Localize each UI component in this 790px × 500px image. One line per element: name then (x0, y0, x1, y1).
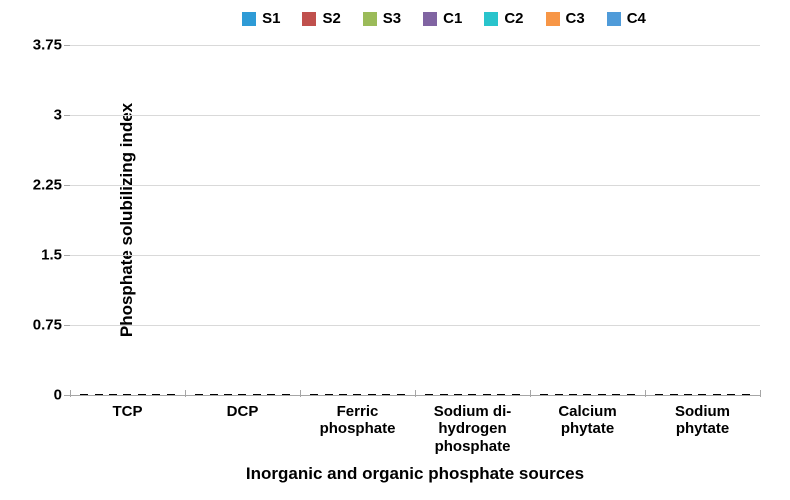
legend-item-s1: S1 (242, 10, 280, 27)
category-separator (530, 390, 531, 397)
grid-line (70, 325, 760, 326)
legend-swatch (363, 12, 377, 26)
bars-container (652, 45, 753, 395)
chart: S1S2S3C1C2C3C4 Phosphate solubilizing in… (0, 0, 790, 500)
legend-item-s2: S2 (302, 10, 340, 27)
legend: S1 S2 S3 C1 C2 C3 C4 (150, 10, 760, 27)
y-tick-label: 2.25 (33, 177, 70, 194)
legend-swatch (484, 12, 498, 26)
category-separator (415, 390, 416, 397)
legend-item-s3: S3 (363, 10, 401, 27)
legend-swatch (302, 12, 316, 26)
bar-groups: TCPDCPFerricphosphateSodium di-hydrogenp… (70, 45, 760, 395)
grid-line (70, 45, 760, 46)
y-tick-label: 0 (54, 387, 70, 404)
legend-item-c1: C1 (423, 10, 462, 27)
legend-label: S2 (322, 10, 340, 27)
bars-container (77, 45, 178, 395)
category-separator (760, 390, 761, 397)
x-axis-label: Inorganic and organic phosphate sources (70, 464, 760, 484)
category-separator (70, 390, 71, 397)
category-group: Sodiumphytate (645, 45, 760, 395)
y-tick-label: 3 (54, 107, 70, 124)
category-group: TCP (70, 45, 185, 395)
legend-swatch (607, 12, 621, 26)
category-label: Ferricphosphate (300, 395, 415, 438)
legend-label: C2 (504, 10, 523, 27)
bars-container (537, 45, 638, 395)
category-label: DCP (185, 395, 300, 420)
category-label: Calciumphytate (530, 395, 645, 438)
category-group: Sodium di-hydrogenphosphate (415, 45, 530, 395)
category-separator (185, 390, 186, 397)
grid-line (70, 185, 760, 186)
legend-item-c3: C3 (546, 10, 585, 27)
category-group: DCP (185, 45, 300, 395)
legend-label: S1 (262, 10, 280, 27)
legend-item-c2: C2 (484, 10, 523, 27)
grid-line (70, 115, 760, 116)
category-label: Sodiumphytate (645, 395, 760, 438)
y-tick-label: 3.75 (33, 37, 70, 54)
category-group: Ferricphosphate (300, 45, 415, 395)
legend-swatch (546, 12, 560, 26)
category-separator (645, 390, 646, 397)
category-label: Sodium di-hydrogenphosphate (415, 395, 530, 455)
legend-swatch (242, 12, 256, 26)
legend-label: C3 (566, 10, 585, 27)
plot-area: TCPDCPFerricphosphateSodium di-hydrogenp… (70, 45, 760, 396)
category-label: TCP (70, 395, 185, 420)
y-tick-label: 0.75 (33, 317, 70, 334)
y-tick-label: 1.5 (41, 247, 70, 264)
category-group: Calciumphytate (530, 45, 645, 395)
legend-item-c4: C4 (607, 10, 646, 27)
category-separator (300, 390, 301, 397)
legend-label: C4 (627, 10, 646, 27)
legend-swatch (423, 12, 437, 26)
bars-container (192, 45, 293, 395)
legend-label: C1 (443, 10, 462, 27)
bars-container (307, 45, 408, 395)
legend-label: S3 (383, 10, 401, 27)
grid-line (70, 255, 760, 256)
bars-container (422, 45, 523, 395)
